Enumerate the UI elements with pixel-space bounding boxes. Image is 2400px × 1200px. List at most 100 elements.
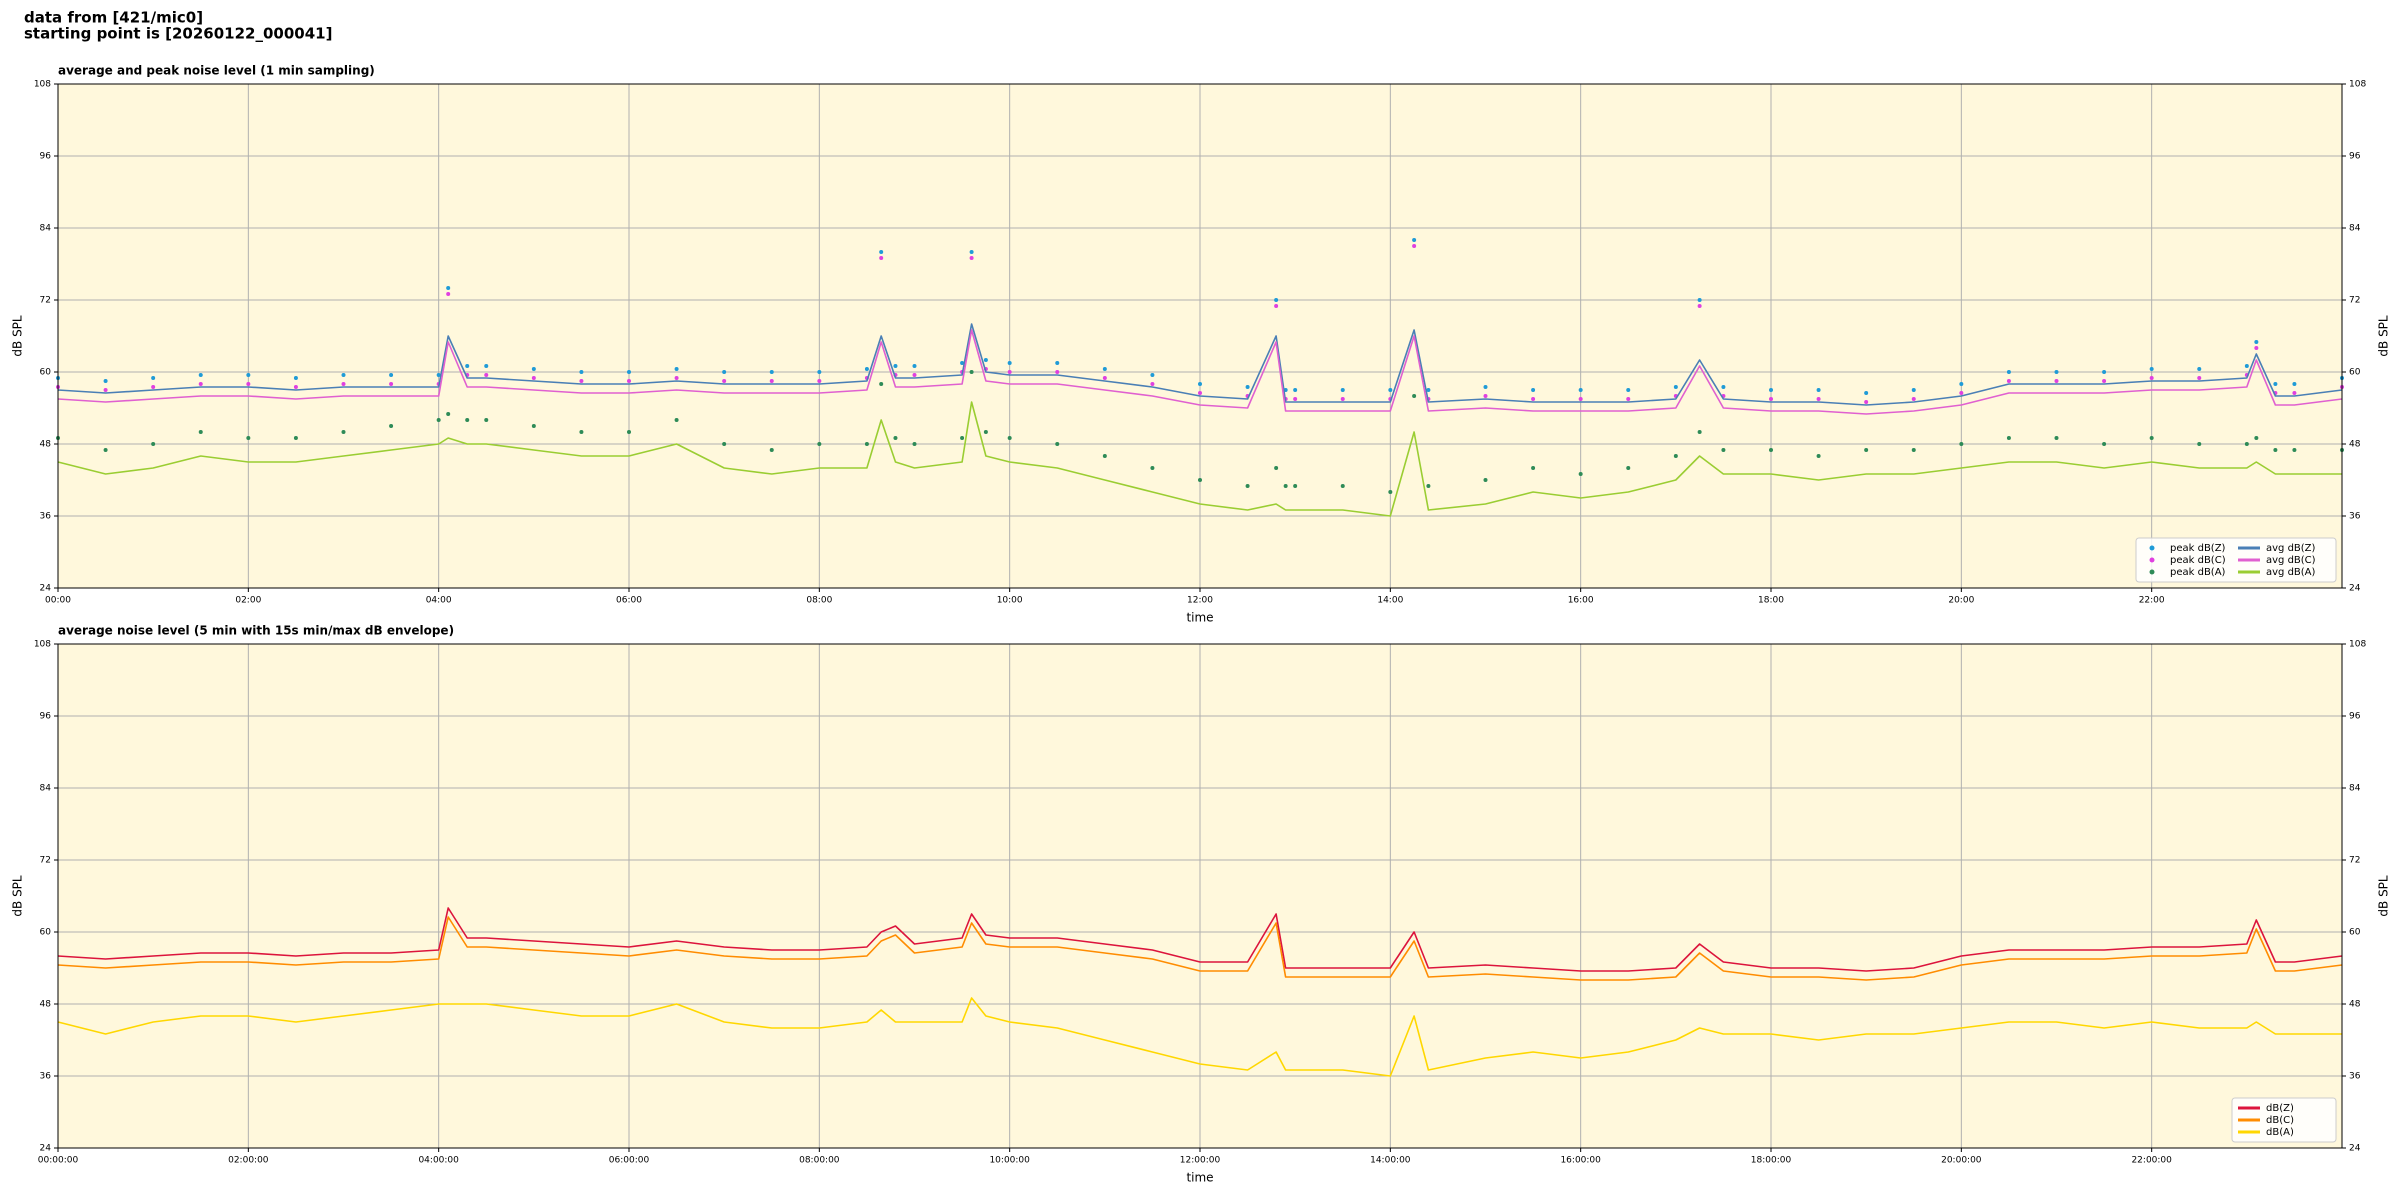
y2-tick-label: 60 bbox=[2349, 368, 2361, 378]
peak-point bbox=[1769, 388, 1773, 392]
x-tick-label: 02:00:00 bbox=[228, 1156, 269, 1166]
peak-point bbox=[389, 373, 394, 377]
peak-point bbox=[446, 292, 451, 296]
peak-point bbox=[969, 370, 974, 374]
peak-point bbox=[960, 436, 965, 440]
peak-point bbox=[769, 379, 774, 383]
peak-point bbox=[436, 373, 441, 377]
peak-point bbox=[2197, 367, 2202, 371]
x-tick-label: 10:00 bbox=[997, 596, 1023, 606]
y-tick-label: 24 bbox=[40, 1144, 52, 1154]
peak-point bbox=[912, 373, 917, 377]
peak-point bbox=[389, 382, 394, 386]
peak-point bbox=[1959, 391, 1964, 395]
legend-label: peak dB(C) bbox=[2170, 555, 2226, 566]
legend-label: avg dB(Z) bbox=[2266, 543, 2316, 554]
peak-point bbox=[1412, 244, 1417, 248]
peak-point bbox=[893, 364, 898, 368]
peak-point bbox=[817, 379, 822, 383]
peak-point bbox=[2254, 436, 2259, 440]
y-tick-label: 36 bbox=[40, 512, 52, 522]
x-tick-label: 06:00:00 bbox=[609, 1156, 650, 1166]
x-tick-label: 20:00 bbox=[1948, 596, 1974, 606]
chart-title: average noise level (5 min with 15s min/… bbox=[58, 624, 454, 638]
peak-point bbox=[579, 370, 584, 374]
x-axis-label: time bbox=[1186, 1171, 1213, 1185]
peak-point bbox=[2292, 448, 2297, 452]
y-axis-label: dB SPL bbox=[11, 875, 25, 917]
peak-point bbox=[969, 250, 974, 254]
peak-point bbox=[198, 382, 203, 386]
peak-point bbox=[1293, 388, 1298, 392]
y2-tick-label: 36 bbox=[2349, 1072, 2361, 1082]
x-tick-label: 00:00 bbox=[45, 596, 71, 606]
x-tick-label: 18:00:00 bbox=[1751, 1156, 1792, 1166]
peak-point bbox=[1198, 391, 1202, 395]
peak-point bbox=[2244, 442, 2249, 446]
y2-tick-label: 96 bbox=[2349, 152, 2361, 162]
peak-point bbox=[1578, 472, 1583, 476]
peak-point bbox=[341, 373, 346, 377]
peak-point bbox=[579, 379, 584, 383]
y2-tick-label: 48 bbox=[2349, 440, 2361, 450]
peak-point bbox=[1293, 484, 1298, 488]
header-line: data from [421/mic0] bbox=[24, 9, 203, 27]
x-tick-label: 04:00 bbox=[426, 596, 452, 606]
peak-point bbox=[531, 376, 536, 380]
series-line bbox=[57, 401, 2342, 517]
peak-point bbox=[1578, 397, 1583, 401]
y-tick-label: 60 bbox=[40, 928, 52, 938]
peak-point bbox=[627, 370, 631, 374]
peak-point bbox=[1274, 466, 1279, 470]
peak-point bbox=[674, 367, 679, 371]
peak-point bbox=[864, 442, 869, 446]
y2-tick-label: 96 bbox=[2349, 712, 2361, 722]
peak-point bbox=[1198, 478, 1202, 482]
peak-point bbox=[1864, 391, 1869, 395]
peak-point bbox=[2149, 367, 2154, 371]
peak-point bbox=[1911, 397, 1916, 401]
peak-point bbox=[1055, 361, 1060, 365]
y-tick-label: 96 bbox=[40, 152, 52, 162]
peak-point bbox=[912, 442, 917, 446]
x-tick-label: 08:00:00 bbox=[799, 1156, 840, 1166]
peak-point bbox=[293, 376, 298, 380]
peak-point bbox=[893, 436, 898, 440]
peak-point bbox=[246, 436, 251, 440]
peak-point bbox=[2273, 448, 2278, 452]
peak-point bbox=[2292, 391, 2297, 395]
peak-point bbox=[198, 430, 203, 434]
peak-point bbox=[198, 373, 203, 377]
y-tick-label: 96 bbox=[40, 712, 52, 722]
peak-point bbox=[1426, 484, 1431, 488]
x-tick-label: 22:00 bbox=[2139, 596, 2165, 606]
plot-frame bbox=[57, 643, 2343, 1149]
peak-point bbox=[2149, 376, 2154, 380]
peak-point bbox=[1055, 370, 1060, 374]
x-tick-label: 20:00:00 bbox=[1941, 1156, 1982, 1166]
peak-point bbox=[1483, 478, 1488, 482]
series-line bbox=[57, 916, 2343, 981]
peak-point bbox=[1198, 382, 1202, 386]
legend-label: avg dB(A) bbox=[2266, 567, 2316, 578]
legend-marker bbox=[2149, 545, 2155, 551]
peak-point bbox=[1412, 394, 1417, 398]
legend-label: peak dB(A) bbox=[2170, 567, 2226, 578]
x-tick-label: 22:00:00 bbox=[2131, 1156, 2172, 1166]
x-tick-label: 04:00:00 bbox=[418, 1156, 459, 1166]
x-tick-label: 12:00:00 bbox=[1180, 1156, 1221, 1166]
y-tick-label: 60 bbox=[40, 368, 52, 378]
peak-point bbox=[1102, 367, 1107, 371]
peak-point bbox=[1864, 448, 1869, 452]
peak-point bbox=[1340, 397, 1345, 401]
peak-point bbox=[446, 286, 451, 290]
peak-point bbox=[2149, 436, 2154, 440]
peak-point bbox=[2006, 379, 2011, 383]
peak-point bbox=[1426, 388, 1431, 392]
peak-point bbox=[2244, 364, 2249, 368]
y2-tick-label: 48 bbox=[2349, 1000, 2361, 1010]
peak-point bbox=[1911, 448, 1916, 452]
y-tick-label: 24 bbox=[40, 584, 52, 594]
peak-point bbox=[2292, 382, 2297, 386]
peak-point bbox=[879, 256, 884, 260]
